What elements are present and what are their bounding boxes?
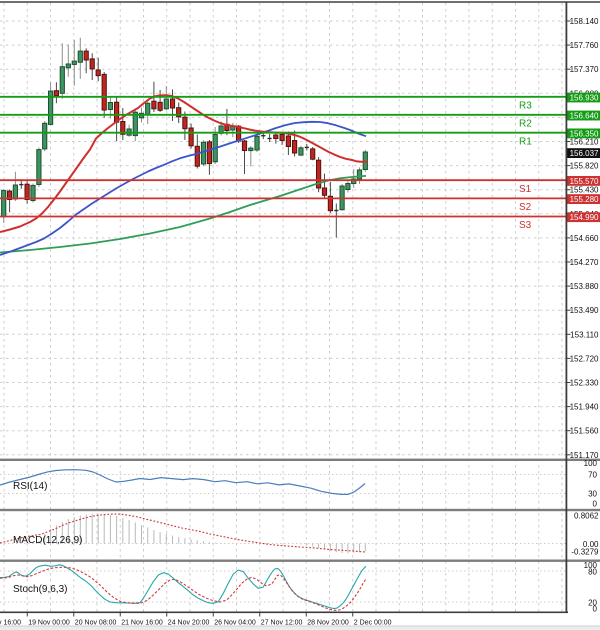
svg-text:156.350: 156.350 <box>570 129 599 138</box>
svg-text:26 Nov 04:00: 26 Nov 04:00 <box>214 620 256 627</box>
svg-text:158.140: 158.140 <box>570 17 599 26</box>
svg-text:24 Nov 20:00: 24 Nov 20:00 <box>168 620 210 627</box>
svg-text:20 Nov 08:00: 20 Nov 08:00 <box>75 620 117 627</box>
svg-text:0.00: 0.00 <box>583 540 599 549</box>
svg-text:156.640: 156.640 <box>570 111 599 120</box>
svg-text:80: 80 <box>588 568 597 577</box>
svg-text:155.430: 155.430 <box>570 186 599 195</box>
svg-text:19 Nov 00:00: 19 Nov 00:00 <box>28 620 70 627</box>
svg-text:157.370: 157.370 <box>570 65 599 74</box>
svg-text:154.270: 154.270 <box>570 258 599 267</box>
svg-text:155.820: 155.820 <box>570 162 599 171</box>
svg-text:S3: S3 <box>519 220 532 231</box>
svg-text:S1: S1 <box>519 184 532 195</box>
svg-text:-0.3279: -0.3279 <box>571 548 599 557</box>
svg-text:21 Nov 16:00: 21 Nov 16:00 <box>121 620 163 627</box>
svg-text:R1: R1 <box>519 136 532 147</box>
svg-text:153.880: 153.880 <box>570 282 599 291</box>
svg-text:152.330: 152.330 <box>570 379 599 388</box>
svg-text:155.570: 155.570 <box>570 177 599 186</box>
svg-text:20: 20 <box>588 599 597 608</box>
svg-text:151.560: 151.560 <box>570 427 599 436</box>
svg-text:153.110: 153.110 <box>570 330 599 339</box>
svg-text:156.037: 156.037 <box>570 149 599 158</box>
svg-text:v 16:00: v 16:00 <box>0 620 21 627</box>
svg-text:70: 70 <box>588 471 597 480</box>
svg-text:0: 0 <box>593 605 598 614</box>
svg-text:0: 0 <box>593 500 598 509</box>
svg-text:R3: R3 <box>519 100 532 111</box>
svg-text:28 Nov 20:00: 28 Nov 20:00 <box>307 620 349 627</box>
svg-text:27 Nov 12:00: 27 Nov 12:00 <box>261 620 303 627</box>
svg-text:151.170: 151.170 <box>570 451 599 460</box>
svg-text:2 Dec 00:00: 2 Dec 00:00 <box>354 620 392 627</box>
svg-text:S2: S2 <box>519 202 532 213</box>
svg-text:156.930: 156.930 <box>570 93 599 102</box>
svg-text:154.990: 154.990 <box>570 213 599 222</box>
svg-text:156.210: 156.210 <box>570 138 599 147</box>
svg-text:155.280: 155.280 <box>570 195 599 204</box>
svg-text:RSI(14): RSI(14) <box>13 481 47 492</box>
svg-text:MACD(12,26,9): MACD(12,26,9) <box>13 535 82 546</box>
svg-text:151.940: 151.940 <box>570 403 599 412</box>
svg-text:100: 100 <box>584 561 598 570</box>
svg-text:0.8062: 0.8062 <box>574 512 599 521</box>
svg-text:152.720: 152.720 <box>570 354 599 363</box>
svg-text:154.660: 154.660 <box>570 234 599 243</box>
svg-text:157.760: 157.760 <box>570 41 599 50</box>
svg-text:100: 100 <box>584 459 598 468</box>
svg-text:30: 30 <box>588 490 597 499</box>
svg-text:153.490: 153.490 <box>570 306 599 315</box>
svg-text:R2: R2 <box>519 118 532 129</box>
svg-text:Stoch(9,6,3): Stoch(9,6,3) <box>13 584 67 595</box>
